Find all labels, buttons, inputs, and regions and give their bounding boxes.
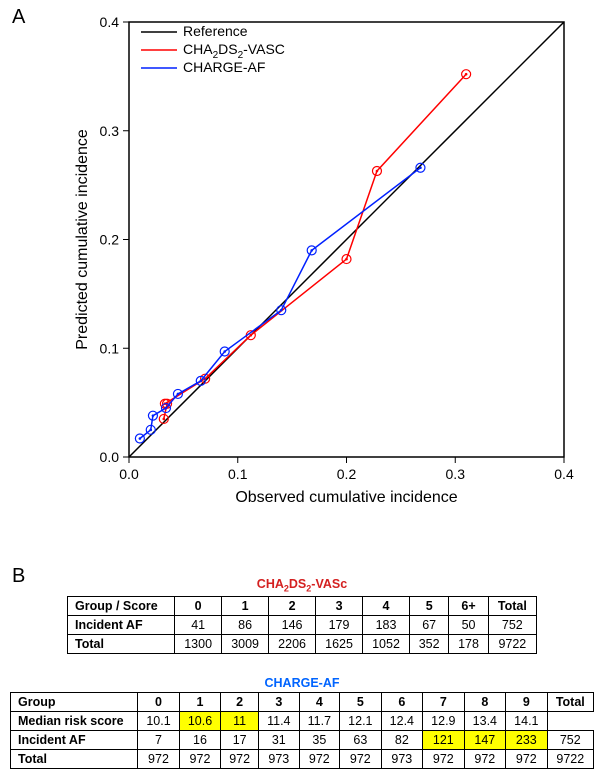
svg-text:0.1: 0.1 (100, 340, 120, 356)
svg-text:0.1: 0.1 (228, 466, 248, 482)
svg-text:Observed cumulative incidence: Observed cumulative incidence (235, 489, 457, 506)
svg-text:0.3: 0.3 (446, 466, 466, 482)
svg-text:0.2: 0.2 (100, 232, 120, 248)
figure: A 0.0 0.1 0.2 0.3 0.4 0.0 0.1 0.2 0.3 0.4 Observed… (0, 0, 604, 783)
svg-text:0.4: 0.4 (100, 14, 120, 30)
table-cha2ds2vasc: CHA2DS2-VAScGroup / Score0123456+TotalIn… (10, 575, 594, 654)
svg-text:0.0: 0.0 (119, 466, 139, 482)
calibration-chart: 0.0 0.1 0.2 0.3 0.4 0.0 0.1 0.2 0.3 0.4 Observed c… (74, 12, 574, 512)
svg-text:CHARGE-AF: CHARGE-AF (183, 59, 265, 75)
svg-text:0.2: 0.2 (337, 466, 357, 482)
table-charge-af: CHARGE-AFGroup0123456789TotalMedian risk… (10, 674, 594, 769)
svg-text:0.3: 0.3 (100, 123, 120, 139)
svg-text:CHA2DS2-VASC: CHA2DS2-VASC (183, 41, 285, 61)
panel-a-label: A (12, 6, 25, 29)
svg-text:Predicted cumulative incidence: Predicted cumulative incidence (74, 129, 91, 350)
svg-text:0.0: 0.0 (100, 449, 120, 465)
panel-b-label: B (12, 565, 25, 588)
svg-text:Reference: Reference (183, 23, 248, 39)
svg-text:0.4: 0.4 (554, 466, 574, 482)
panel-b: B CHA2DS2-VAScGroup / Score0123456+Total… (0, 565, 604, 783)
chart-svg: 0.0 0.1 0.2 0.3 0.4 0.0 0.1 0.2 0.3 0.4 Observed c… (74, 12, 574, 512)
panel-a: A 0.0 0.1 0.2 0.3 0.4 0.0 0.1 0.2 0.3 0.4 Observed… (0, 0, 604, 565)
